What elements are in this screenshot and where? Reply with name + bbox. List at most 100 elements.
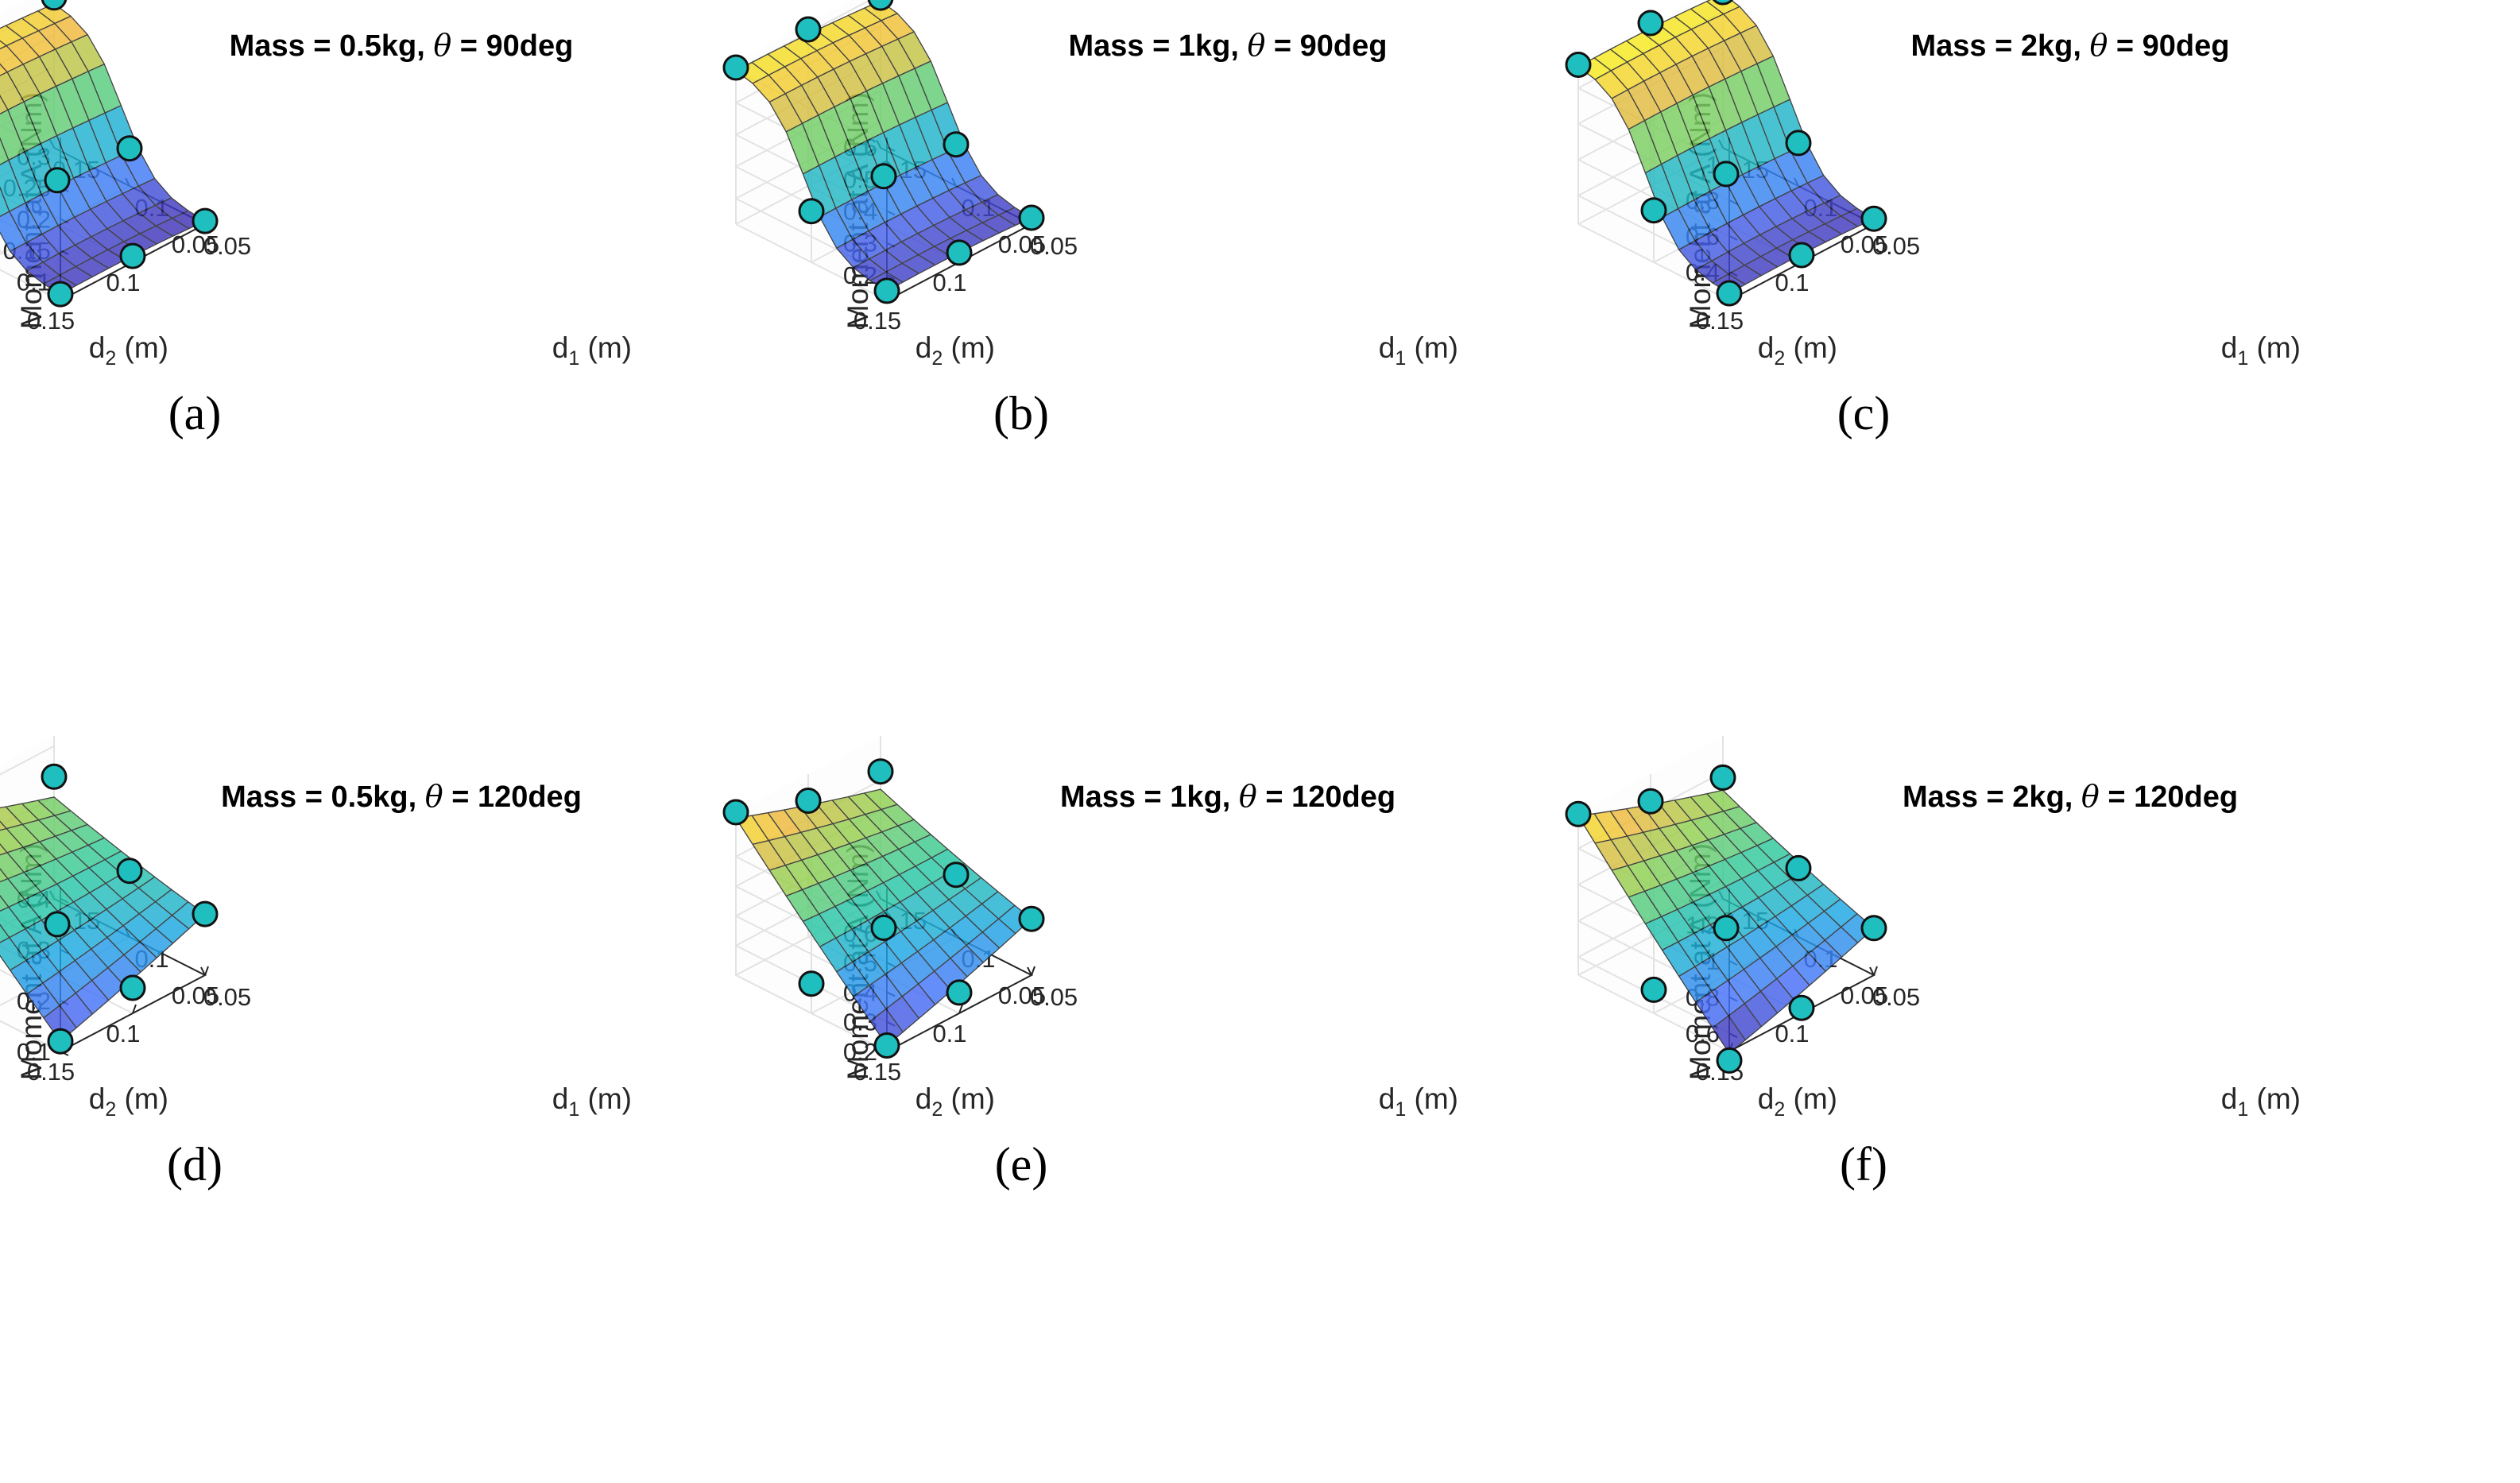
d2-axis-label-sub: 2	[105, 347, 116, 370]
subfigure-label: (c)	[1837, 387, 1891, 439]
d1-axis-label-unit: (m)	[1406, 1082, 1458, 1115]
chart-panel-1: Mass = 0.5kg, θ = 90deg0.10.150.20.250.3…	[0, 0, 632, 439]
d1-axis-label-unit: (m)	[1406, 331, 1458, 364]
data-point	[41, 763, 68, 790]
d1-axis-label-sub: 1	[2237, 347, 2248, 370]
chart-title: Mass = 1kg, θ = 120deg	[1060, 779, 1395, 814]
data-point	[946, 239, 973, 266]
chart-title-mass: Mass = 2kg,	[1903, 780, 2081, 814]
d1-axis-label: d1 (m)	[552, 1082, 632, 1121]
chart-title-angle: = 90deg	[451, 29, 573, 63]
data-point	[722, 54, 749, 81]
d2-axis-label-base: d	[915, 1082, 932, 1115]
chart-points	[1565, 0, 1887, 307]
chart-panel-6: Mass = 2kg, θ = 120deg0.60.811.20.050.10…	[1565, 736, 2301, 1191]
d1-tick-label: 0.05	[1872, 232, 1920, 260]
d2-axis-label: d2 (m)	[89, 1082, 168, 1121]
d1-axis-label: d1 (m)	[552, 331, 632, 370]
chart-panel-3: Mass = 2kg, θ = 90deg0.40.60.810.050.10.…	[1565, 0, 2301, 439]
data-point	[873, 277, 900, 304]
d1-tick-mark	[1027, 966, 1032, 976]
chart-panel-4: Mass = 0.5kg, θ = 120deg0.10.20.30.40.05…	[0, 736, 632, 1191]
d2-tick-label: 0.1	[1775, 1020, 1809, 1047]
d2-axis-label: d2 (m)	[1758, 331, 1837, 370]
d1-axis-label-base: d	[1379, 1082, 1395, 1115]
chart-title-angle: = 90deg	[1265, 29, 1387, 63]
data-point	[1713, 161, 1740, 188]
d2-tick-mark	[1031, 966, 1035, 976]
chart-title-theta: θ	[2089, 28, 2108, 63]
subfigure-label: (d)	[167, 1138, 223, 1191]
subfigure-label: (a)	[168, 387, 222, 439]
chart-points	[41, 763, 219, 1055]
d2-tick-mark	[1873, 966, 1878, 976]
data-point	[946, 979, 973, 1006]
chart-points	[722, 758, 1045, 1059]
data-point	[41, 0, 68, 11]
d2-tick-label: 0.1	[932, 1020, 966, 1047]
chart-gridline	[0, 269, 61, 301]
chart-title-mass: Mass = 0.5kg,	[230, 29, 434, 63]
d2-axis-label-unit: (m)	[1785, 1082, 1837, 1115]
d2-axis-label-sub: 2	[931, 1098, 943, 1121]
chart-title-theta: θ	[1239, 779, 1257, 814]
chart-title: Mass = 0.5kg, θ = 120deg	[221, 779, 582, 814]
d2-axis-label-unit: (m)	[943, 1082, 995, 1115]
chart-surface	[1577, 0, 1875, 294]
data-point	[1640, 976, 1667, 1003]
data-point	[873, 1032, 900, 1059]
d2-axis-label-sub: 2	[1774, 1098, 1785, 1121]
chart-points	[722, 0, 1045, 304]
d2-tick-label: 0.15	[854, 1058, 901, 1086]
d1-tick-mark	[1869, 966, 1875, 976]
d1-axis-label-unit: (m)	[579, 331, 632, 364]
d2-tick-label: 0.05	[998, 230, 1046, 258]
data-point	[119, 242, 146, 269]
d2-tick-label: 0.05	[1841, 230, 1888, 258]
d2-axis-label-sub: 2	[931, 347, 943, 370]
d1-tick-label: 0.05	[1872, 983, 1920, 1011]
d2-axis-label-unit: (m)	[943, 331, 995, 364]
d1-axis-label-base: d	[1379, 331, 1395, 364]
data-point	[722, 799, 749, 826]
d2-axis-label-sub: 2	[105, 1098, 116, 1121]
d2-axis-label-base: d	[89, 331, 106, 364]
data-point	[795, 788, 822, 814]
surface-patch	[0, 923, 10, 943]
d2-axis-label: d2 (m)	[89, 331, 168, 370]
d1-axis-label: d1 (m)	[1379, 331, 1458, 370]
d1-axis-label-base: d	[2221, 331, 2238, 364]
d1-tick-label: 0.05	[203, 983, 251, 1011]
d1-tick-label: 0.05	[203, 232, 251, 260]
d1-axis-label-base: d	[552, 331, 569, 364]
chart-surface	[1577, 789, 1875, 1054]
chart-title-theta: θ	[1247, 28, 1265, 63]
data-point	[867, 758, 894, 785]
d2-axis-label-unit: (m)	[116, 1082, 168, 1115]
chart-panel-2: Mass = 1kg, θ = 90deg0.20.30.40.50.60.05…	[722, 0, 1458, 439]
data-point	[116, 858, 143, 885]
d2-axis-label-unit: (m)	[116, 331, 168, 364]
d2-tick-label: 0.1	[106, 1020, 140, 1047]
chart-gridline	[1577, 974, 1730, 1052]
chart-gridline	[1577, 223, 1730, 301]
data-point	[44, 911, 71, 938]
data-point	[1785, 130, 1812, 157]
chart-panel-5: Mass = 1kg, θ = 120deg0.20.30.40.50.60.0…	[722, 736, 1458, 1191]
data-point	[1785, 854, 1812, 881]
chart-title-theta: θ	[433, 28, 451, 63]
chart-title-angle: = 120deg	[443, 780, 582, 814]
chart-gridline	[735, 223, 888, 301]
chart-title: Mass = 2kg, θ = 90deg	[1911, 28, 2230, 63]
surface-patch	[0, 894, 10, 912]
chart-surface	[735, 0, 1032, 292]
d2-tick-label: 0.1	[1775, 269, 1809, 296]
d1-axis-label-sub: 1	[568, 1098, 579, 1121]
data-point	[795, 16, 822, 43]
d2-tick-label: 0.05	[172, 230, 219, 258]
d2-tick-label: 0.1	[106, 269, 140, 296]
d1-tick-mark	[200, 966, 206, 976]
d1-axis-label-unit: (m)	[2248, 331, 2301, 364]
data-point	[870, 163, 897, 190]
chart-title-mass: Mass = 0.5kg,	[221, 780, 425, 814]
